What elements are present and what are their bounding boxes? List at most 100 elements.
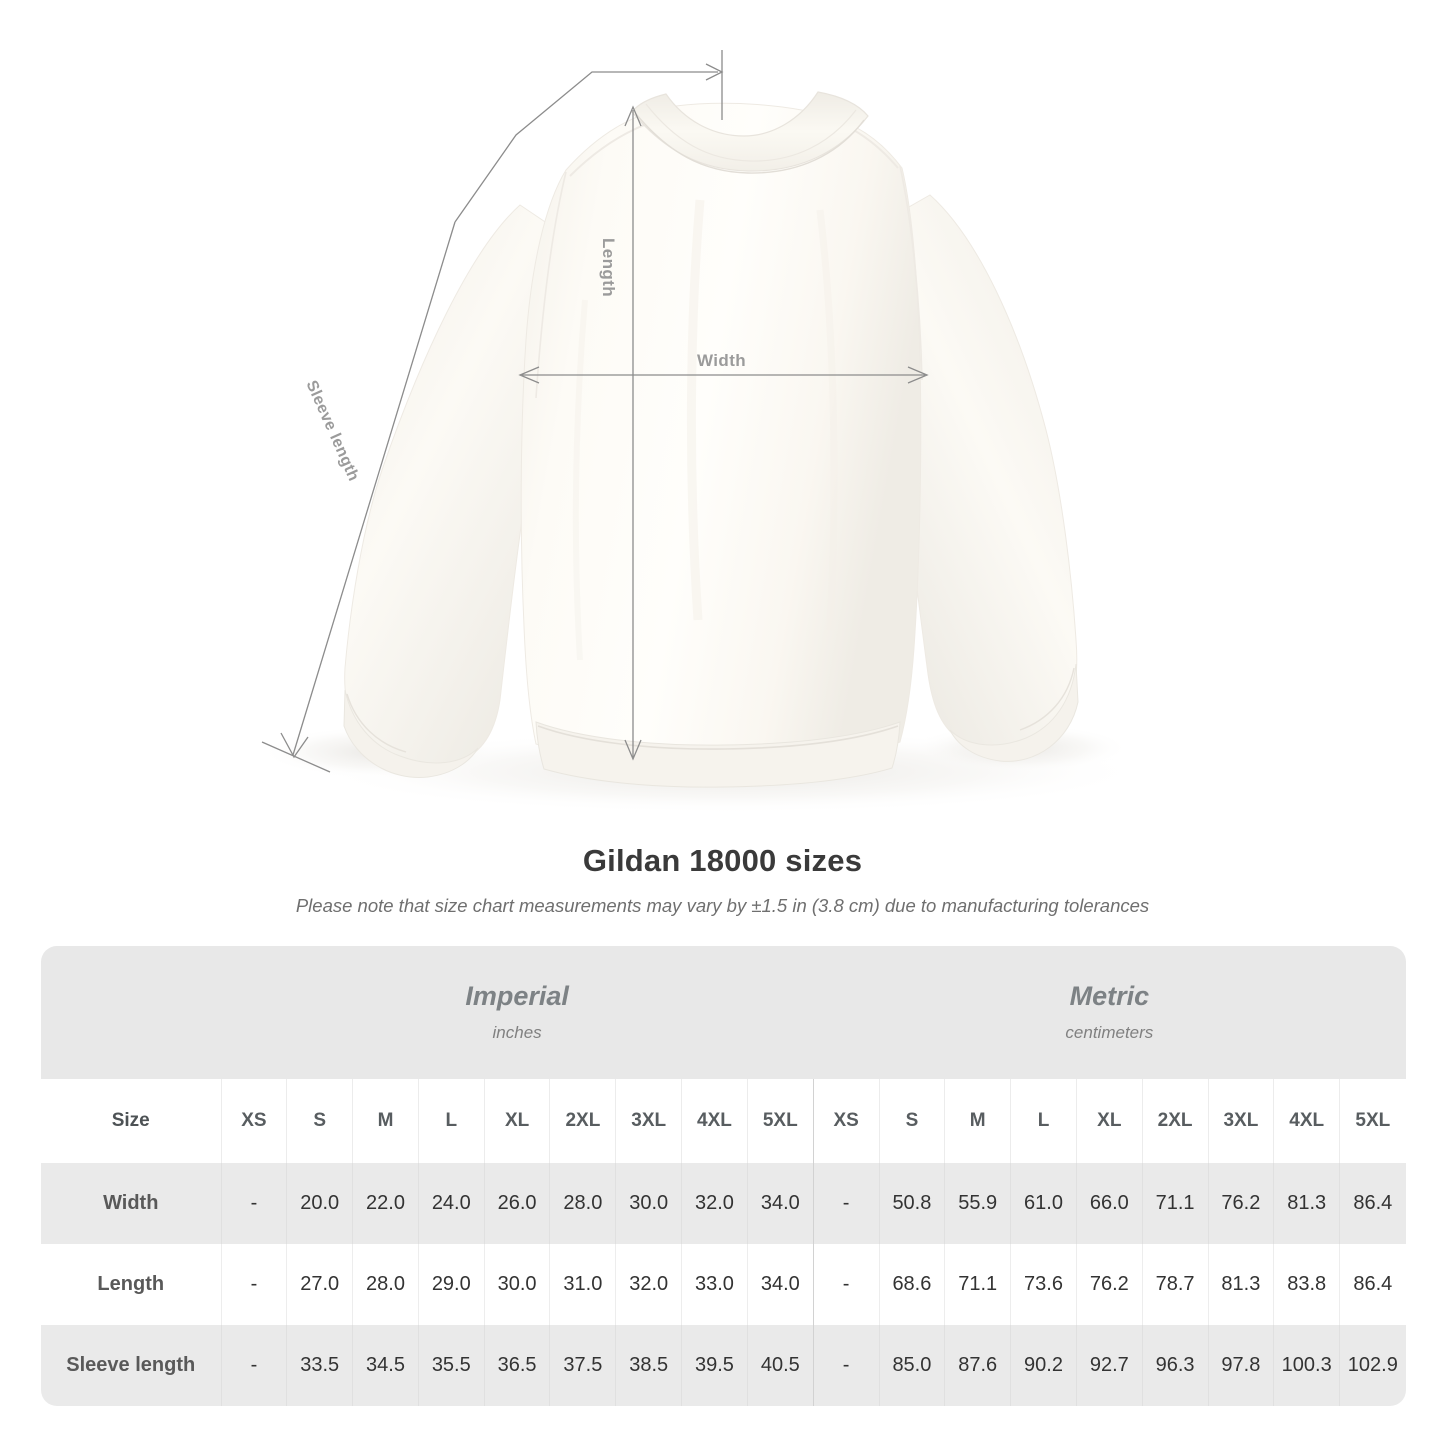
size-header-imperial-xs: XS	[220, 1079, 287, 1163]
size-header-metric-m: M	[944, 1079, 1011, 1163]
cell-length-metric-3xl: 81.3	[1207, 1244, 1274, 1325]
cell-sleeve-imperial-3xl: 38.5	[615, 1325, 682, 1406]
cell-length-imperial-m: 28.0	[352, 1244, 419, 1325]
cell-sleeve-metric-m: 87.6	[944, 1325, 1011, 1406]
cell-width-metric-2xl: 71.1	[1141, 1163, 1208, 1244]
cell-length-metric-s: 68.6	[878, 1244, 945, 1325]
cell-sleeve-metric-2xl: 96.3	[1141, 1325, 1208, 1406]
cell-width-imperial-2xl: 28.0	[549, 1163, 616, 1244]
size-table-body: Width - 20.0 22.0 24.0 26.0 28.0 30.0 32…	[41, 1163, 1406, 1406]
size-chart-table: Imperial inches Metric centimeters Size …	[41, 946, 1406, 1406]
cell-width-imperial-s: 20.0	[286, 1163, 353, 1244]
table-row-length: Length - 27.0 28.0 29.0 30.0 31.0 32.0 3…	[41, 1244, 1406, 1325]
cell-sleeve-imperial-4xl: 39.5	[681, 1325, 748, 1406]
cell-length-imperial-s: 27.0	[286, 1244, 353, 1325]
tolerance-note: Please note that size chart measurements…	[295, 895, 1150, 916]
hem-seam	[537, 725, 899, 750]
width-measure-arrow	[518, 366, 929, 384]
row-label-length: Length	[41, 1244, 221, 1325]
size-header-imperial-2xl: 2XL	[549, 1079, 616, 1163]
size-header-imperial-3xl: 3XL	[615, 1079, 682, 1163]
size-column-label: Size	[41, 1079, 221, 1163]
size-header-imperial-s: S	[286, 1079, 353, 1163]
table-row-width: Width - 20.0 22.0 24.0 26.0 28.0 30.0 32…	[41, 1163, 1406, 1244]
left-armhole-seam	[535, 171, 567, 399]
cell-length-metric-l: 73.6	[1010, 1244, 1077, 1325]
size-header-imperial-4xl: 4XL	[681, 1079, 748, 1163]
width-dimension-label: Width	[697, 351, 747, 370]
size-header-imperial-l: L	[417, 1079, 485, 1163]
cell-sleeve-imperial-l: 35.5	[417, 1325, 485, 1406]
metric-sublabel: centimeters	[1065, 1023, 1154, 1043]
size-header-metric-4xl: 4XL	[1273, 1079, 1340, 1163]
cell-width-metric-xs: -	[812, 1163, 880, 1244]
cell-sleeve-imperial-2xl: 37.5	[549, 1325, 616, 1406]
size-header-metric-xl: XL	[1075, 1079, 1143, 1163]
cell-width-metric-3xl: 76.2	[1207, 1163, 1274, 1244]
size-header-imperial-5xl: 5XL	[746, 1079, 814, 1163]
cell-length-metric-4xl: 83.8	[1273, 1244, 1340, 1325]
fabric-fold-1	[686, 199, 705, 621]
fabric-fold-2	[816, 209, 838, 631]
size-header-metric-2xl: 2XL	[1141, 1079, 1208, 1163]
row-label-sleeve-length: Sleeve length	[41, 1325, 221, 1406]
size-header-imperial-m: M	[352, 1079, 419, 1163]
sleeve-length-measure-arrow	[261, 221, 456, 773]
cell-sleeve-imperial-5xl: 40.5	[746, 1325, 814, 1406]
imperial-label: Imperial	[465, 980, 569, 1011]
left-cuff	[343, 689, 479, 778]
chart-heading-block: Gildan 18000 sizes Please note that size…	[0, 843, 1445, 917]
cell-width-imperial-4xl: 32.0	[681, 1163, 748, 1244]
row-label-width: Width	[41, 1163, 221, 1244]
sweatshirt-diagram-svg	[260, 50, 1150, 814]
size-header-metric-l: L	[1010, 1079, 1077, 1163]
cell-width-metric-m: 55.9	[944, 1163, 1011, 1244]
cell-sleeve-metric-l: 90.2	[1010, 1325, 1077, 1406]
length-dimension-label: Length	[599, 238, 618, 298]
metric-group-header: Metric centimeters	[813, 946, 1406, 1079]
right-armhole-seam	[899, 165, 923, 381]
collar-inner-seam	[635, 113, 865, 174]
cell-sleeve-metric-5xl: 102.9	[1339, 1325, 1406, 1406]
page-title: Gildan 18000 sizes	[582, 843, 863, 878]
imperial-group-header: Imperial inches	[221, 946, 814, 1079]
cell-length-imperial-4xl: 33.0	[681, 1244, 748, 1325]
collar-ribbing	[631, 91, 869, 172]
size-table-container: Imperial inches Metric centimeters Size …	[41, 946, 1406, 1406]
cell-width-imperial-l: 24.0	[417, 1163, 485, 1244]
size-header-metric-s: S	[878, 1079, 945, 1163]
size-header-metric-5xl: 5XL	[1339, 1079, 1406, 1163]
cell-sleeve-metric-xl: 92.7	[1075, 1325, 1143, 1406]
table-row-sleeve-length: Sleeve length - 33.5 34.5 35.5 36.5 37.5…	[41, 1325, 1406, 1406]
imperial-sublabel: inches	[492, 1023, 542, 1043]
cell-sleeve-metric-3xl: 97.8	[1207, 1325, 1274, 1406]
size-header-metric-xs: XS	[812, 1079, 880, 1163]
cell-length-metric-xl: 76.2	[1075, 1244, 1143, 1325]
garment-illustration: Length Width Sleeve length	[260, 50, 1150, 814]
cell-length-metric-2xl: 78.7	[1141, 1244, 1208, 1325]
cell-length-imperial-2xl: 31.0	[549, 1244, 616, 1325]
cell-sleeve-imperial-m: 34.5	[352, 1325, 419, 1406]
right-cuff	[949, 663, 1079, 762]
cell-width-imperial-3xl: 30.0	[615, 1163, 682, 1244]
bottom-hem	[535, 721, 901, 788]
left-cuff-seam	[346, 693, 407, 753]
collar-outer-seam	[645, 103, 857, 162]
cell-sleeve-imperial-s: 33.5	[286, 1325, 353, 1406]
cell-length-imperial-l: 29.0	[417, 1244, 485, 1325]
right-cuff-seam	[1019, 667, 1075, 731]
cell-width-imperial-5xl: 34.0	[746, 1163, 814, 1244]
cell-width-imperial-xl: 26.0	[483, 1163, 550, 1244]
cell-length-imperial-5xl: 34.0	[746, 1244, 814, 1325]
unit-header-spacer	[41, 946, 221, 1079]
fabric-fold-3	[572, 299, 588, 661]
cell-sleeve-metric-4xl: 100.3	[1273, 1325, 1340, 1406]
unit-group-header-row: Imperial inches Metric centimeters	[41, 946, 1406, 1079]
size-header-row: Size XS S M L XL 2XL 3XL 4XL 5XL XS S M …	[41, 1079, 1406, 1163]
length-measure-arrow	[624, 105, 642, 761]
sweatshirt-body	[520, 102, 922, 766]
cell-width-metric-5xl: 86.4	[1339, 1163, 1406, 1244]
cell-length-metric-xs: -	[812, 1244, 880, 1325]
shoulder-leader-line	[454, 50, 724, 223]
